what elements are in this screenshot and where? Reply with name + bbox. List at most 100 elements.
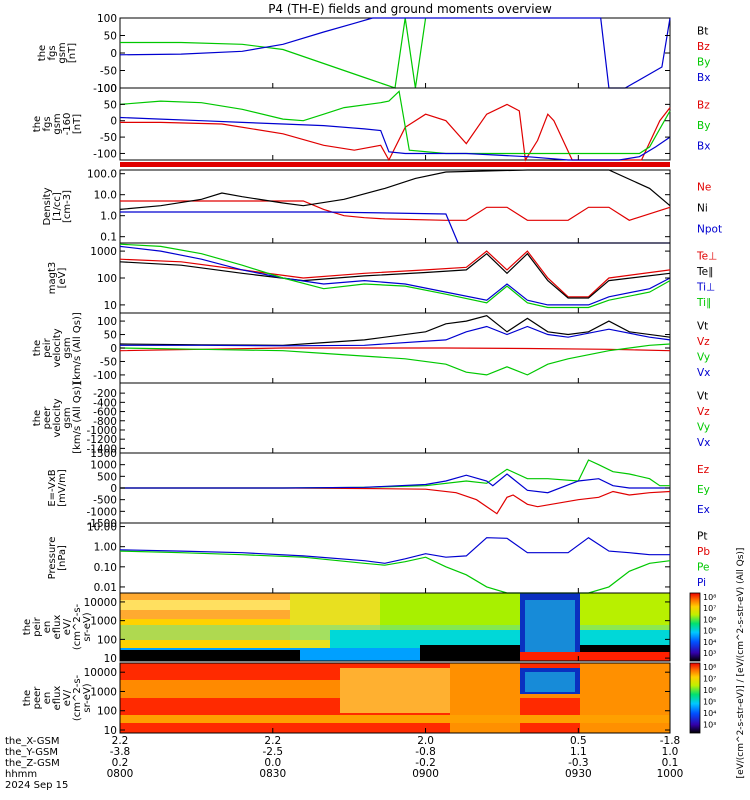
- y-axis-label: gsm: [62, 407, 73, 428]
- colorbar-tick: 10⁶: [703, 615, 716, 624]
- colorbar-tick: 10⁸: [703, 593, 716, 602]
- panel-frame: [119, 382, 671, 454]
- legend-entry: Vx: [697, 367, 710, 379]
- y-axis-label: magt3: [47, 262, 58, 295]
- y-tick-label: -1500: [86, 518, 117, 530]
- legend-entry: By: [697, 120, 710, 132]
- y-axis-label: (cm^2-s-: [72, 603, 83, 650]
- series-line-Vy: [119, 343, 671, 376]
- panel-frame: [119, 592, 671, 662]
- series-line-Ey: [120, 459, 670, 489]
- y-axis-label: [cm-3]: [62, 190, 73, 223]
- legend-entry: By: [697, 57, 710, 69]
- y-axis-label: peer: [32, 686, 43, 710]
- legend-entry: Ey: [697, 484, 710, 496]
- x-tick-label: 2.0: [417, 735, 434, 747]
- x-tick-label: 2.2: [264, 735, 281, 747]
- y-axis-label: the: [32, 410, 43, 426]
- legend-entry: Ne: [697, 182, 711, 194]
- y-tick-label: 500: [97, 471, 117, 483]
- panel-fgs_gsm: 100 50 0 -50 -100 the fgs gsm [nT] Bt Bz By Bx: [37, 13, 710, 95]
- y-axis-label: [km/s (All Qs)]: [72, 382, 83, 454]
- x-tick-label: 0830: [259, 768, 286, 780]
- x-tick-label: 1.1: [570, 746, 587, 758]
- y-tick-label: 100: [97, 706, 117, 718]
- y-tick-label: 1000: [90, 686, 117, 698]
- x-tick-label: 0.1: [662, 757, 679, 769]
- y-tick-label: 0: [110, 116, 117, 128]
- legend-entry: Vz: [697, 336, 710, 348]
- legend-entry: Pt: [697, 530, 707, 542]
- panel-frame: [119, 522, 671, 594]
- y-tick-label: -500: [93, 495, 117, 507]
- legend-entry: Vy: [697, 422, 710, 434]
- y-tick-label: 100: [97, 316, 117, 328]
- x-tick-label: -0.8: [415, 746, 436, 758]
- x-tick-label: 2.2: [112, 735, 129, 747]
- panel-peir_eflux: 10000 1000 100 10 the peir en eflux eV/(cm^2-s-s…: [22, 592, 671, 665]
- y-tick-label: -1000: [86, 506, 117, 518]
- y-axis-label: velocity: [52, 398, 63, 437]
- x-tick-label: 1.0: [662, 746, 679, 758]
- x-row-label: the_Y-GSM: [5, 747, 58, 758]
- y-tick-label: 100.0: [87, 169, 117, 181]
- legend-entry: Pi: [697, 577, 706, 589]
- y-tick-label: -1200: [86, 434, 117, 446]
- series-line-Ne: [120, 200, 671, 221]
- y-tick-label: 10000: [84, 597, 117, 609]
- y-axis-label: the: [37, 45, 48, 61]
- colorbar-tick: 10⁴: [703, 709, 716, 718]
- y-tick-label: 1000: [90, 460, 117, 472]
- x-tick-label: -3.8: [110, 746, 131, 758]
- y-tick-label: -100: [93, 83, 117, 95]
- series-line-By: [119, 90, 671, 155]
- x-row-label: the_X-GSM: [5, 736, 59, 747]
- series-line-Npot: [120, 211, 670, 244]
- y-tick-label: 10.0: [94, 190, 117, 202]
- y-axis-label: [km/s (All Qs)]: [72, 312, 83, 384]
- y-tick-label: -600: [93, 407, 117, 419]
- colorbar: [689, 592, 701, 734]
- y-tick-label: -100: [93, 148, 117, 160]
- chart-title: P4 (TH-E) fields and ground moments over…: [268, 2, 552, 16]
- y-tick-label: 10: [104, 653, 117, 665]
- legend-entry: Bz: [697, 99, 710, 111]
- panel-density: 100.0 10.0 1.0 0.1 Density [1/cc] [cm-3] Ne Ni Np…: [42, 169, 722, 244]
- y-tick-label: 50: [104, 330, 117, 342]
- series-line-Ti⊥: [119, 245, 671, 306]
- x-tick-label: -2.5: [263, 746, 284, 758]
- y-axis-label: en: [42, 692, 53, 705]
- legend-entry: Te⊥: [696, 250, 717, 262]
- y-axis-label: [mV/m]: [57, 469, 68, 507]
- y-tick-label: 0: [110, 343, 117, 355]
- y-axis-label: en: [42, 621, 53, 634]
- legend-entry: Vy: [697, 352, 710, 364]
- x-row-label: 2024 Sep 15: [5, 780, 68, 791]
- legend-entry: Vx: [697, 437, 710, 449]
- panel-temperature: 1000 100 10 magt3 [eV] Te⊥ Te∥ Ti⊥ Ti∥: [47, 242, 717, 314]
- colorbar-tick: 10⁵: [703, 627, 716, 636]
- y-axis-label: Density: [42, 187, 53, 225]
- series-line-Vx: [120, 325, 671, 347]
- y-tick-label: 100: [97, 634, 117, 646]
- y-axis-label: peir: [32, 616, 43, 636]
- x-tick-label: -1.8: [660, 735, 681, 747]
- panel-frame: [119, 87, 671, 161]
- y-tick-label: -1000: [86, 425, 117, 437]
- y-axis-label: [nT]: [72, 114, 83, 134]
- y-tick-label: 100: [97, 273, 117, 285]
- colorbar-tick: 10³: [703, 649, 716, 658]
- y-axis-label: peir: [42, 337, 53, 357]
- colorbar-tick: 10⁶: [703, 686, 716, 695]
- x-row-label: the_Z-GSM: [5, 758, 60, 769]
- y-tick-label: -100: [93, 370, 117, 382]
- y-axis-label: [1/cc]: [52, 192, 63, 221]
- x-tick-label: -0.3: [568, 757, 589, 769]
- y-tick-label: 50: [104, 31, 117, 43]
- x-tick-label: 1000: [657, 768, 684, 780]
- y-tick-label: -800: [93, 416, 117, 428]
- legend-entry: Ex: [697, 504, 710, 516]
- y-tick-label: -200: [93, 388, 117, 400]
- y-tick-label: 10: [104, 300, 117, 312]
